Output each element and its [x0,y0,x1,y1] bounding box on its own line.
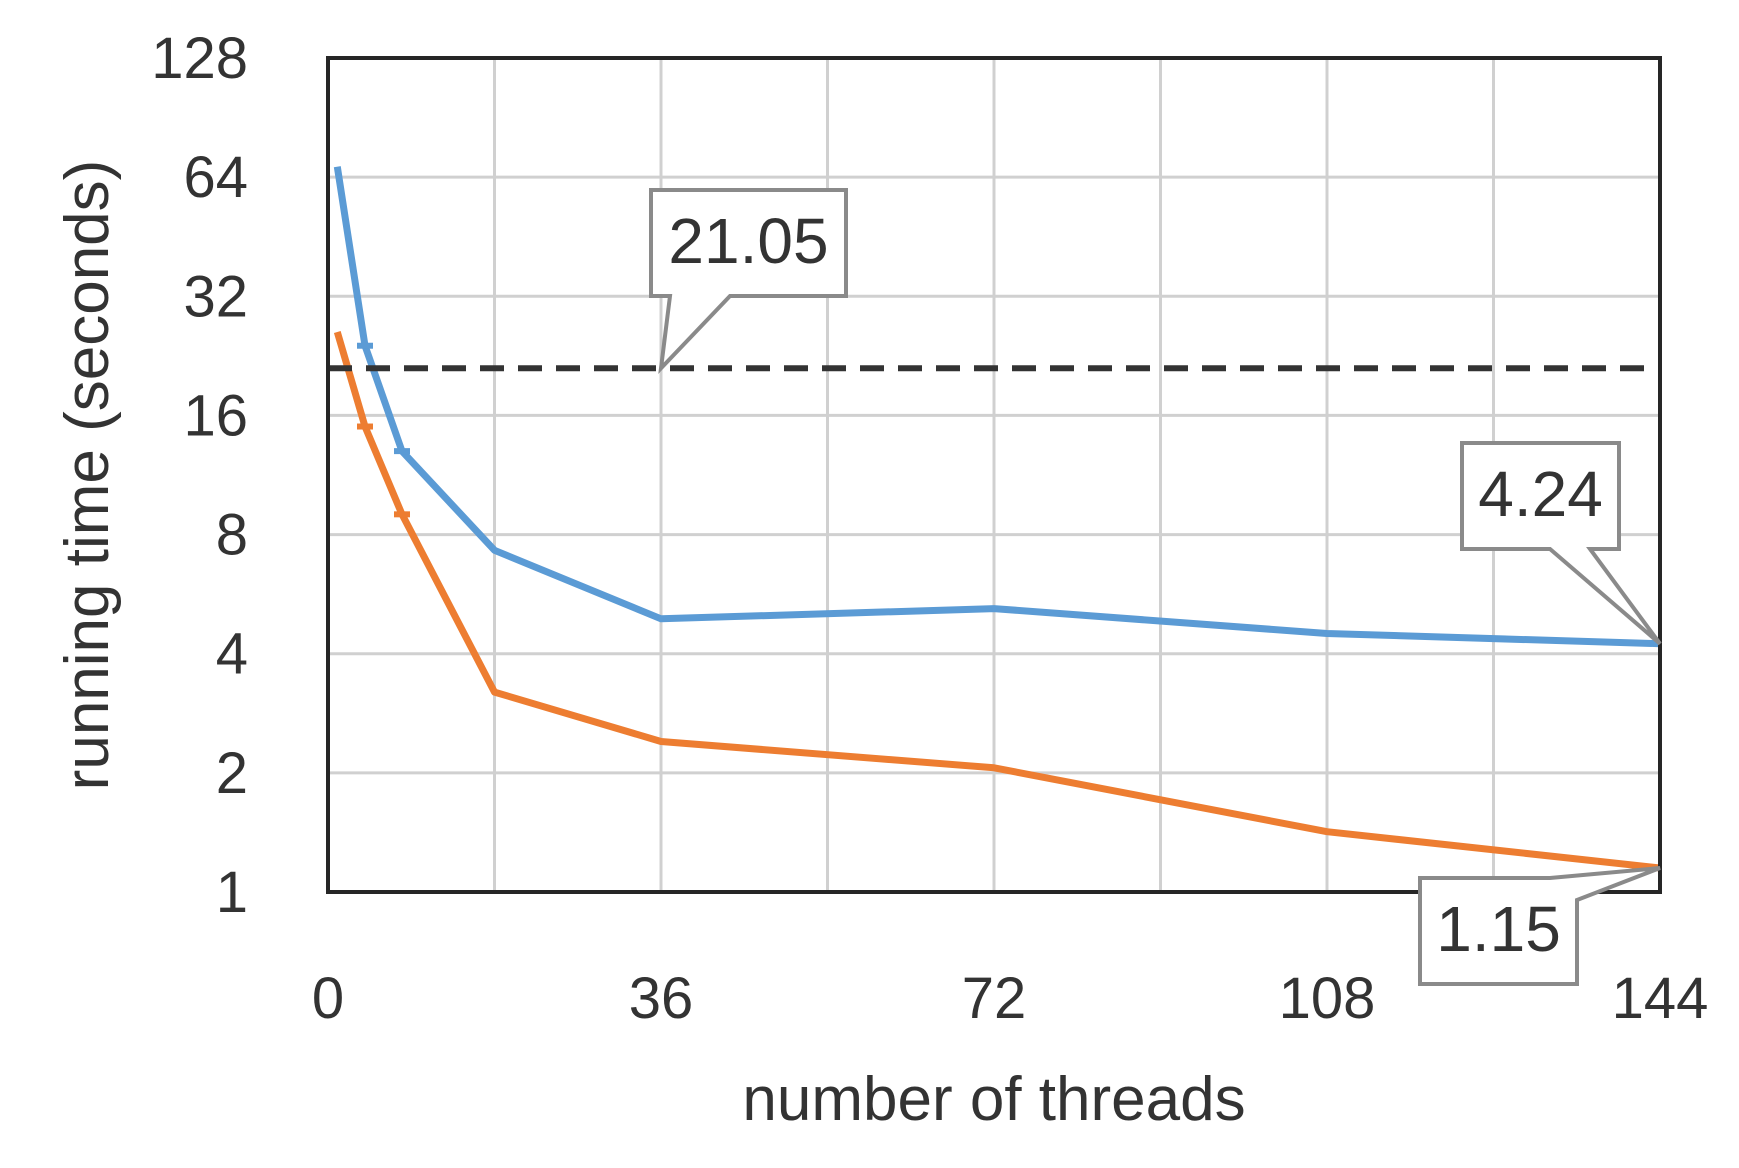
x-tick-label: 108 [1279,966,1376,1031]
y-tick-label: 8 [216,503,248,568]
x-tick-label: 0 [312,966,344,1031]
x-tick-label: 144 [1612,966,1709,1031]
y-axis-label: running time (seconds) [53,160,122,791]
annotation-callout: 1.15 [1418,865,1661,986]
x-axis-label: number of threads [742,1065,1245,1134]
y-tick-label: 32 [183,264,248,329]
callout-label: 21.05 [668,205,828,277]
y-tick-label: 16 [183,383,248,448]
plot-area-frame [326,56,1662,894]
x-tick-label: 72 [962,966,1027,1031]
gridlines [328,58,1660,892]
callout-box [1460,441,1662,646]
series-line-2 [333,331,1661,872]
callout-box [649,188,848,375]
callout-label: 4.24 [1478,458,1603,530]
y-tick-label: 4 [216,622,248,687]
x-tick-label: 36 [629,966,694,1031]
tick-labels: 0 36 72 108 144 1 2 4 8 16 32 64 128 [151,26,1708,1031]
y-tick-label: 128 [151,26,248,91]
annotations: 21.05 4.24 1.15 [649,188,1662,986]
annotation-callout: 21.05 [649,188,848,375]
y-tick-label: 2 [216,741,248,806]
y-tick-label: 64 [183,145,248,210]
annotation-callout: 4.24 [1460,441,1662,646]
callout-box [1418,865,1661,986]
series-line-1 [333,166,1661,648]
series-lines [328,166,1661,872]
y-tick-label: 1 [216,860,248,925]
callout-label: 1.15 [1436,893,1561,965]
